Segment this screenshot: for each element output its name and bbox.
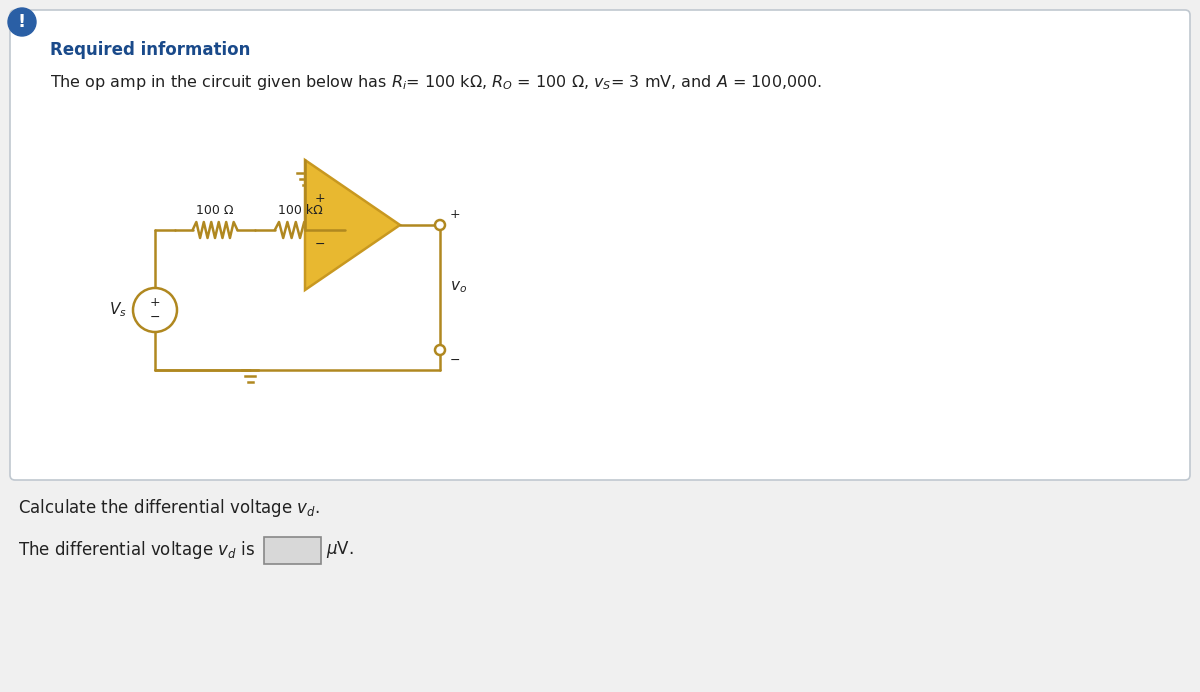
Text: $\mu$V.: $\mu$V. [326, 540, 354, 561]
Text: $v_o$: $v_o$ [450, 280, 467, 295]
FancyBboxPatch shape [10, 10, 1190, 480]
Text: Calculate the differential voltage $v_d$.: Calculate the differential voltage $v_d$… [18, 497, 320, 519]
Text: +: + [450, 208, 461, 221]
Text: !: ! [18, 13, 26, 31]
Text: Required information: Required information [50, 41, 251, 59]
FancyBboxPatch shape [264, 537, 322, 564]
Text: −: − [150, 311, 161, 323]
Text: -1996: -1996 [270, 543, 314, 558]
Circle shape [436, 345, 445, 355]
Text: +: + [150, 296, 161, 309]
Circle shape [133, 288, 178, 332]
Text: +: + [314, 192, 325, 206]
Text: $V_s$: $V_s$ [109, 300, 127, 319]
Text: The differential voltage $v_d$ is: The differential voltage $v_d$ is [18, 539, 256, 561]
Polygon shape [305, 160, 400, 290]
Text: The op amp in the circuit given below has $R_i$= 100 k$\Omega$, $R_O$ = 100 $\Om: The op amp in the circuit given below ha… [50, 73, 822, 91]
Text: −: − [450, 354, 461, 367]
Text: −: − [314, 238, 325, 251]
Text: 100 Ω: 100 Ω [197, 204, 234, 217]
Text: 100 kΩ: 100 kΩ [277, 204, 323, 217]
Circle shape [8, 8, 36, 36]
Circle shape [436, 220, 445, 230]
